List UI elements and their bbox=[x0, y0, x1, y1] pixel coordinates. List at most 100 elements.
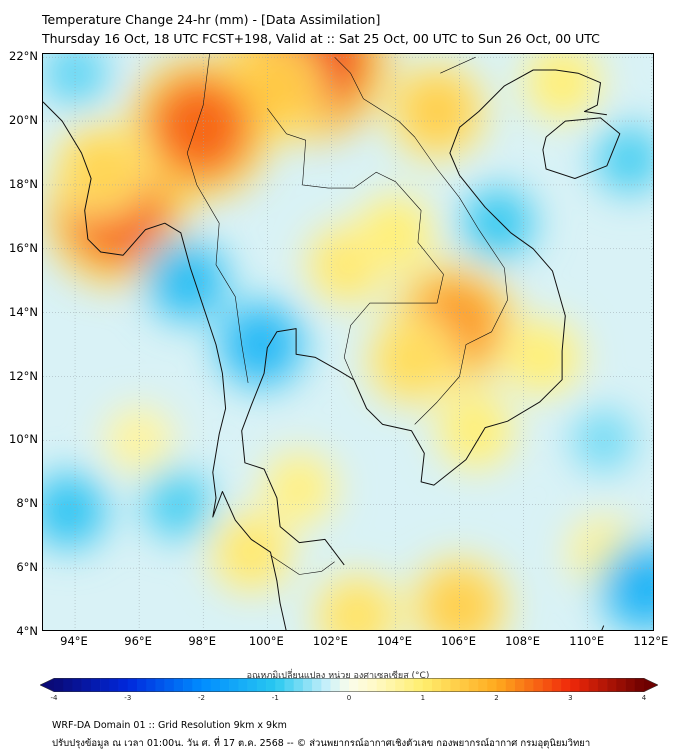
colorbar-cell bbox=[496, 678, 507, 692]
border-1 bbox=[267, 108, 444, 380]
colorbar-cell bbox=[312, 678, 322, 692]
colorbar-cell bbox=[422, 678, 433, 692]
colorbar-cell bbox=[284, 678, 294, 692]
colorbar-cell bbox=[118, 678, 129, 692]
colorbar-cell bbox=[54, 678, 64, 692]
border-4 bbox=[440, 56, 476, 74]
lon-label: 104°E bbox=[377, 634, 412, 648]
colorbar-cell bbox=[63, 678, 73, 692]
anomaly-21-core bbox=[465, 190, 531, 257]
colorbar-cell bbox=[634, 678, 645, 692]
anomaly-26-core bbox=[574, 410, 634, 471]
colorbar-cell bbox=[155, 678, 165, 692]
colorbar-cell bbox=[210, 678, 221, 692]
colorbar-cell bbox=[256, 678, 267, 692]
colorbar bbox=[40, 678, 658, 692]
lat-label: 4°N bbox=[16, 624, 38, 638]
anomaly-10-core bbox=[442, 397, 509, 464]
colorbar-tick-label: 0 bbox=[346, 694, 352, 702]
lon-label: 108°E bbox=[505, 634, 541, 648]
coastline-2 bbox=[542, 117, 621, 179]
anomaly-18-core bbox=[529, 54, 596, 116]
colorbar-min-arrow bbox=[40, 678, 54, 692]
colorbar-cell bbox=[413, 678, 424, 692]
colorbar-cell bbox=[293, 678, 304, 692]
colorbar-tick-label: -4 bbox=[50, 694, 58, 702]
colorbar-tick-label: 2 bbox=[494, 694, 499, 702]
border-3 bbox=[270, 555, 335, 575]
colorbar-tick-label: -1 bbox=[271, 694, 279, 702]
anomaly-19-core bbox=[152, 245, 223, 316]
colorbar-cell bbox=[321, 678, 331, 692]
colorbar-cell bbox=[625, 678, 636, 692]
anomaly-22-core bbox=[43, 476, 103, 545]
colorbar-cell bbox=[358, 678, 368, 692]
colorbar-cell bbox=[570, 678, 580, 692]
lat-label: 20°N bbox=[9, 113, 38, 128]
colorbar-cell bbox=[588, 678, 599, 692]
lat-label: 14°N bbox=[9, 304, 38, 319]
colorbar-cell bbox=[330, 678, 341, 692]
anomaly-2-core bbox=[149, 76, 251, 178]
colorbar-cell bbox=[441, 678, 451, 692]
colorbar-cell bbox=[192, 678, 202, 692]
anomaly-15-core bbox=[509, 324, 576, 391]
anomaly-24-core bbox=[597, 127, 653, 192]
anomaly-13-core bbox=[217, 518, 286, 587]
coastline-0 bbox=[43, 101, 287, 630]
colorbar-cell bbox=[201, 678, 212, 692]
colorbar-cell bbox=[487, 678, 497, 692]
lon-label: 100°E bbox=[248, 634, 284, 648]
lon-label: 106°E bbox=[441, 634, 476, 648]
border-0 bbox=[186, 54, 249, 383]
lon-label: 102°E bbox=[312, 634, 348, 648]
colorbar-cell bbox=[164, 678, 175, 692]
lat-label: 18°N bbox=[9, 176, 38, 191]
colorbar-tick-label: 1 bbox=[420, 694, 426, 702]
colorbar-cell bbox=[349, 678, 359, 692]
colorbar-cell bbox=[468, 678, 479, 692]
update-info: ปรับปรุงข้อมูล ณ เวลา 01:00น. วัน ศ. ที่… bbox=[52, 738, 591, 749]
colorbar-cell bbox=[542, 678, 553, 692]
anomaly-6-core bbox=[362, 199, 429, 266]
colorbar-cell bbox=[266, 678, 276, 692]
colorbar-tick-label: -2 bbox=[198, 694, 205, 702]
lon-label: 96°E bbox=[124, 634, 152, 648]
lat-label: 22°N bbox=[9, 49, 38, 64]
colorbar-cell bbox=[376, 678, 387, 692]
lat-label: 16°N bbox=[9, 240, 38, 255]
colorbar-cell bbox=[173, 678, 184, 692]
colorbar-cell bbox=[616, 678, 626, 692]
colorbar-cell bbox=[561, 678, 571, 692]
lon-label: 110°E bbox=[569, 634, 605, 648]
colorbar-outline bbox=[40, 678, 658, 692]
colorbar-cell bbox=[136, 678, 147, 692]
colorbar-cell bbox=[524, 678, 534, 692]
anomaly-11-core bbox=[421, 568, 498, 630]
model-info: WRF-DA Domain 01 :: Grid Resolution 9km … bbox=[52, 720, 287, 731]
coastline-1 bbox=[241, 69, 607, 566]
anomaly-23-core bbox=[608, 549, 653, 625]
colorbar-cell bbox=[450, 678, 460, 692]
colorbar-cell bbox=[275, 678, 285, 692]
colorbar-tick-label: 4 bbox=[641, 694, 647, 702]
colorbar-title: อุณหภูมิเปลี่ยนแปลง หน่วย องศาเซลเซียส (… bbox=[246, 671, 430, 681]
lon-label: 112°E bbox=[633, 634, 669, 648]
colorbar-cell bbox=[127, 678, 138, 692]
colorbar-cell bbox=[505, 678, 516, 692]
colorbar-cell bbox=[183, 678, 193, 692]
colorbar-cell bbox=[238, 678, 248, 692]
colorbar-cell bbox=[90, 678, 101, 692]
colorbar-cell bbox=[597, 678, 608, 692]
colorbar-cell bbox=[551, 678, 562, 692]
colorbar-cell bbox=[367, 678, 377, 692]
lon-label: 98°E bbox=[188, 634, 217, 648]
colorbar-cell bbox=[431, 678, 442, 692]
temperature-change-map[interactable] bbox=[42, 53, 654, 631]
anomaly-12-core bbox=[321, 580, 393, 630]
colorbar-cell bbox=[109, 678, 119, 692]
colorbar-cell bbox=[514, 678, 525, 692]
colorbar-cell bbox=[229, 678, 239, 692]
lat-label: 6°N bbox=[16, 560, 38, 575]
colorbar-cell bbox=[404, 678, 414, 692]
